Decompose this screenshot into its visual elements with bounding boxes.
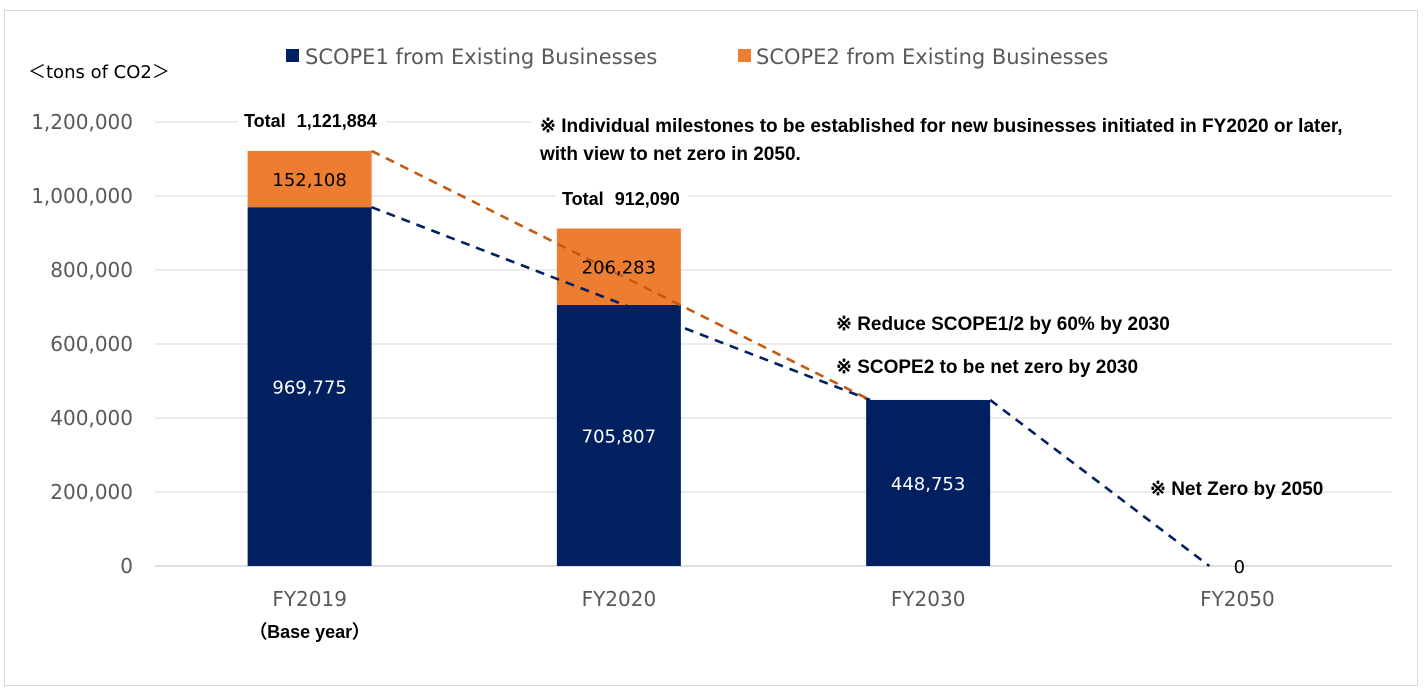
- total-trend: [371, 149, 871, 402]
- segment-labels: 969,775 152,108 705,807 206,283 448,753 0: [272, 170, 1245, 578]
- legend-label-scope2: SCOPE2 from Existing Businesses: [756, 45, 1108, 69]
- y-tick-label: 400,000: [50, 406, 133, 430]
- x-axis-labels: FY2019 （Base year） FY2020 FY2030 FY2050: [249, 587, 1275, 642]
- note-reduce-60: ※ Reduce SCOPE1/2 by 60% by 2030: [836, 314, 1170, 335]
- note-net-zero-2050: ※ Net Zero by 2050: [1150, 479, 1323, 500]
- trend-lines: [371, 149, 1211, 568]
- data-label-scope1-fy2020: 705,807: [582, 426, 656, 447]
- data-label-scope1-fy2050: 0: [1234, 557, 1245, 578]
- x-category-label: FY2050: [1200, 587, 1275, 611]
- note-milestones-line2: with view to net zero in 2050.: [539, 144, 801, 165]
- total-value: 912,090: [615, 189, 680, 209]
- y-tick-label: 1,200,000: [31, 110, 133, 134]
- y-tick-label: 800,000: [50, 258, 133, 282]
- y-tick-label: 600,000: [50, 332, 133, 356]
- bar-scope1-fy2019: [247, 207, 372, 567]
- bar-scope2-fy2020: [556, 228, 681, 305]
- total-label-fy2019: Total 1,121,884: [238, 108, 386, 134]
- x-category-label: FY2020: [582, 587, 657, 611]
- y-tick-label: 200,000: [50, 480, 133, 504]
- scope1-trend: [371, 205, 1211, 568]
- y-tick-label: 0: [120, 554, 133, 578]
- note-milestones-line1: ※ Individual milestones to be establishe…: [540, 116, 1343, 137]
- legend-swatch-scope1: [286, 49, 299, 62]
- data-label-scope2-fy2020: 206,283: [582, 258, 656, 279]
- total-prefix: Total: [562, 189, 604, 209]
- total-prefix: Total: [244, 111, 286, 131]
- x-category-label: FY2019: [272, 587, 347, 611]
- total-label-fy2020: Total 912,090: [556, 186, 688, 212]
- x-category-label: FY2030: [891, 587, 966, 611]
- bar-scope1-fy2020: [556, 304, 681, 566]
- annotations: ※ Individual milestones to be establishe…: [532, 110, 1412, 500]
- y-axis-ticks: 0 200,000 400,000 600,000 800,000 1,000,000 1,…: [31, 110, 133, 578]
- data-label-scope1-fy2019: 969,775: [272, 378, 346, 399]
- legend-swatch-scope2: [738, 49, 751, 62]
- legend: SCOPE1 from Existing Businesses SCOPE2 f…: [286, 45, 1108, 69]
- svg-text:Total 1,121,884: Total 1,121,884: [244, 111, 377, 131]
- bars: [247, 150, 991, 567]
- data-label-scope2-fy2019: 152,108: [272, 170, 346, 191]
- y-tick-label: 1,000,000: [31, 184, 133, 208]
- x-category-sublabel: （Base year）: [249, 622, 370, 642]
- note-scope2-net-zero: ※ SCOPE2 to be net zero by 2030: [836, 357, 1138, 378]
- data-label-scope1-fy2030: 448,753: [891, 474, 965, 495]
- legend-label-scope1: SCOPE1 from Existing Businesses: [305, 45, 657, 69]
- bar-scope2-fy2019: [247, 150, 372, 208]
- bar-scope1-fy2030: [866, 399, 991, 566]
- svg-text:Total 912,090: Total 912,090: [562, 189, 680, 209]
- total-value: 1,121,884: [297, 111, 377, 131]
- unit-label: ＜tons of CO2＞: [28, 62, 170, 83]
